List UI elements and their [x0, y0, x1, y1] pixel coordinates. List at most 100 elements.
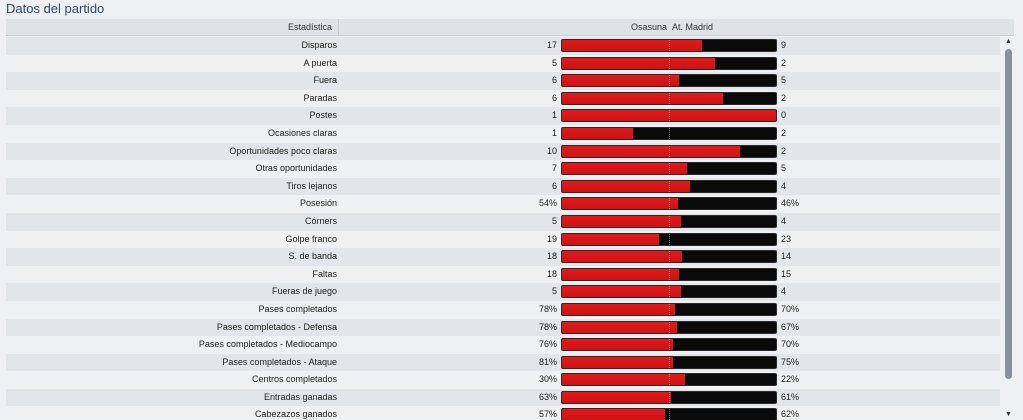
home-share-fill [562, 163, 687, 175]
bar-midline [669, 233, 670, 245]
bar-midline [669, 391, 670, 403]
away-value: 2 [781, 145, 787, 156]
stat-label: A puerta [303, 57, 337, 68]
comparison-bar [561, 302, 777, 316]
stat-label: Disparos [301, 40, 337, 50]
home-value: 7 [551, 163, 557, 174]
stat-label: Posesión [299, 198, 337, 209]
bar-midline [669, 356, 670, 368]
bar-midline [669, 321, 670, 333]
bar-midline [669, 92, 670, 104]
away-value: 46% [781, 198, 800, 209]
home-value: 18 [546, 251, 557, 262]
stat-label: Córners [304, 215, 337, 226]
away-value: 5 [781, 75, 787, 86]
home-value: 5 [551, 215, 557, 226]
stat-label: Entradas ganadas [263, 391, 337, 402]
comparison-bar [561, 126, 777, 140]
bar-midline [669, 339, 670, 351]
home-share-fill [562, 180, 691, 192]
comparison-bar [561, 250, 777, 264]
stat-label: Cabezazos ganados [254, 409, 337, 420]
bar-midline [669, 215, 670, 227]
away-value: 70% [781, 339, 800, 350]
stat-label: Oportunidades poco claras [229, 145, 337, 156]
scroll-up-icon[interactable]: ▲ [1005, 38, 1012, 45]
stat-row: Golpe franco 19 23 [6, 230, 1000, 249]
stat-row: Pases completados - Defensa 78% 67% [6, 318, 1000, 337]
stat-row: Disparos 17 9 [6, 37, 1000, 55]
comparison-bar [561, 39, 777, 52]
away-value: 4 [781, 180, 787, 191]
stat-row: Pases completados 78% 70% [6, 300, 1000, 319]
stat-label: Fuera [313, 75, 337, 86]
bar-midline [669, 75, 670, 87]
home-share-fill [562, 303, 675, 315]
column-header-away-team: At. Madrid [672, 22, 714, 32]
home-share-fill [562, 75, 679, 87]
stat-label: Pases completados [258, 303, 337, 314]
bar-midline [669, 163, 670, 175]
bar-midline [669, 198, 670, 210]
stat-row: A puerta 5 2 [6, 54, 1000, 73]
home-value: 10 [546, 145, 557, 156]
stat-row: Fuera 6 5 [6, 72, 1000, 90]
away-value: 61% [781, 391, 800, 402]
column-header-home-team: Osasuna [630, 22, 667, 32]
stat-row: Postes 1 0 [6, 107, 1000, 125]
bar-midline [669, 374, 670, 386]
stat-row: Oportunidades poco claras 10 2 [6, 142, 1000, 161]
stats-list: Disparos 17 9 A puerta 5 2 Fuera 6 5 Paradas 6 2 Pos… [6, 37, 1000, 420]
home-value: 18 [546, 268, 557, 279]
home-share-fill [562, 286, 681, 298]
away-value: 5 [781, 163, 787, 174]
home-share-fill [562, 251, 683, 263]
away-value: 2 [781, 57, 787, 68]
vertical-scrollbar[interactable]: ▲ ▼ [1003, 37, 1014, 420]
home-share-fill [562, 391, 671, 403]
stat-row: Ocasiones claras 1 2 [6, 124, 1000, 143]
column-header-stat[interactable]: Estadística [6, 19, 339, 36]
bar-midline [669, 145, 670, 157]
away-value: 22% [781, 374, 800, 385]
home-share-fill [562, 268, 679, 280]
stat-label: Golpe franco [285, 233, 337, 244]
bar-midline [669, 268, 670, 280]
home-share-fill [562, 374, 686, 386]
comparison-bar [561, 144, 777, 158]
home-share-fill [562, 145, 741, 157]
home-share-fill [562, 57, 715, 69]
away-value: 0 [781, 110, 787, 121]
stat-label: Postes [309, 110, 337, 121]
comparison-bar [561, 285, 777, 299]
bar-midline [669, 40, 670, 51]
stat-row: Córners 5 4 [6, 212, 1000, 231]
scroll-thumb[interactable] [1005, 49, 1012, 379]
scroll-down-icon[interactable]: ▼ [1005, 411, 1012, 418]
home-value: 57% [538, 409, 557, 420]
home-value: 5 [551, 286, 557, 297]
stat-label: Tiros lejanos [286, 180, 337, 191]
away-value: 15 [781, 268, 792, 279]
comparison-bar [561, 320, 777, 334]
stat-row: Pases completados - Ataque 81% 75% [6, 353, 1000, 372]
home-value: 6 [551, 75, 557, 86]
home-value: 81% [538, 356, 557, 367]
away-value: 4 [781, 286, 787, 297]
stat-label: Otras oportunidades [255, 163, 337, 174]
stat-label: Pases completados - Ataque [222, 356, 337, 367]
stat-row: Pases completados - Mediocampo 76% 70% [6, 336, 1000, 354]
home-share-fill [562, 356, 674, 368]
comparison-bar [561, 197, 777, 211]
page-title: Datos del partido [6, 1, 105, 16]
home-value: 63% [538, 391, 557, 402]
home-share-fill [562, 409, 665, 420]
home-share-fill [562, 198, 678, 210]
comparison-bar [561, 373, 777, 387]
away-value: 70% [781, 303, 800, 314]
bar-midline [669, 127, 670, 139]
away-value: 62% [781, 409, 800, 420]
home-share-fill [562, 127, 634, 139]
comparison-bar [561, 179, 777, 193]
home-value: 76% [538, 339, 557, 350]
